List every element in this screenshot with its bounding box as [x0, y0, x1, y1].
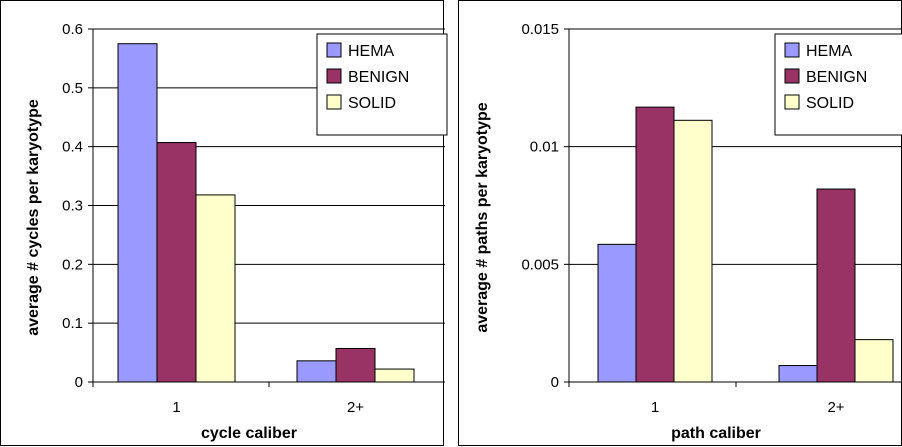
- cycles-bar-benign-2: [335, 347, 376, 383]
- cycles-chart: 0 0.1 0.2 0.3 0.4 0.5 0.6 1 2+ cycle caliber avera…: [25, 21, 448, 442]
- paths-legend-label-hema: HEMA: [806, 43, 853, 60]
- cycles-legend-swatch-solid: [326, 94, 342, 110]
- cycles-ytick-label: 0: [75, 374, 83, 391]
- paths-bar-benign-1: [635, 106, 675, 383]
- paths-legend-swatch-hema: [784, 42, 800, 58]
- cycles-y-axis-title: average # cycles per karyotype: [25, 99, 42, 336]
- cycles-bar-hema-1: [117, 43, 158, 383]
- cycles-ytick-label: 0.6: [62, 21, 83, 38]
- paths-bar-solid-2: [854, 339, 894, 383]
- paths-bar-benign-2: [816, 188, 856, 383]
- paths-bar-hema-2: [778, 365, 818, 383]
- cycles-legend-label-solid: SOLID: [348, 95, 396, 112]
- paths-chart: 0 0.005 0.01 0.015 1 2+ path caliber average # …: [474, 21, 902, 442]
- paths-x-axis-title: path caliber: [671, 425, 761, 442]
- cycles-ytick-label: 0.5: [62, 80, 83, 97]
- cycles-legend-label-benign: BENIGN: [348, 69, 409, 86]
- cycles-ytick-label: 0.3: [62, 198, 83, 215]
- cycles-bar-benign-1: [156, 142, 197, 383]
- paths-xtick-label: 2+: [827, 399, 844, 416]
- paths-ytick-label: 0: [551, 374, 559, 391]
- cycles-x-axis-title: cycle caliber: [201, 425, 297, 442]
- paths-legend-swatch-solid: [784, 94, 800, 110]
- paths-bar-hema-1: [597, 243, 637, 383]
- paths-chart-panel: 0 0.005 0.01 0.015 1 2+ path caliber average # …: [458, 0, 902, 446]
- cycles-ytick-label: 0.2: [62, 256, 83, 273]
- cycles-ytick-label: 0.1: [62, 315, 83, 332]
- cycles-xtick-label: 2+: [347, 399, 364, 416]
- paths-ytick-label: 0.015: [521, 21, 559, 38]
- paths-legend-label-solid: SOLID: [806, 95, 854, 112]
- cycles-legend-swatch-benign: [326, 68, 342, 84]
- cycles-bar-hema-2: [296, 360, 337, 383]
- cycles-bar-solid-2: [374, 368, 415, 383]
- cycles-bar-solid-1: [195, 194, 236, 383]
- paths-legend-swatch-benign: [784, 68, 800, 84]
- cycles-chart-panel: 0 0.1 0.2 0.3 0.4 0.5 0.6 1 2+ cycle caliber avera…: [0, 0, 448, 446]
- paths-xtick-label: 1: [651, 399, 659, 416]
- paths-legend-label-benign: BENIGN: [806, 69, 867, 86]
- cycles-xtick-label: 1: [172, 399, 180, 416]
- paths-y-axis-title: average # paths per karyotype: [474, 102, 491, 332]
- cycles-ytick-label: 0.4: [62, 139, 83, 156]
- paths-ytick-label: 0.005: [521, 256, 559, 273]
- cycles-legend-swatch-hema: [326, 42, 342, 58]
- paths-ytick-label: 0.01: [530, 139, 559, 156]
- cycles-legend-label-hema: HEMA: [348, 43, 395, 60]
- paths-bar-solid-1: [673, 119, 713, 383]
